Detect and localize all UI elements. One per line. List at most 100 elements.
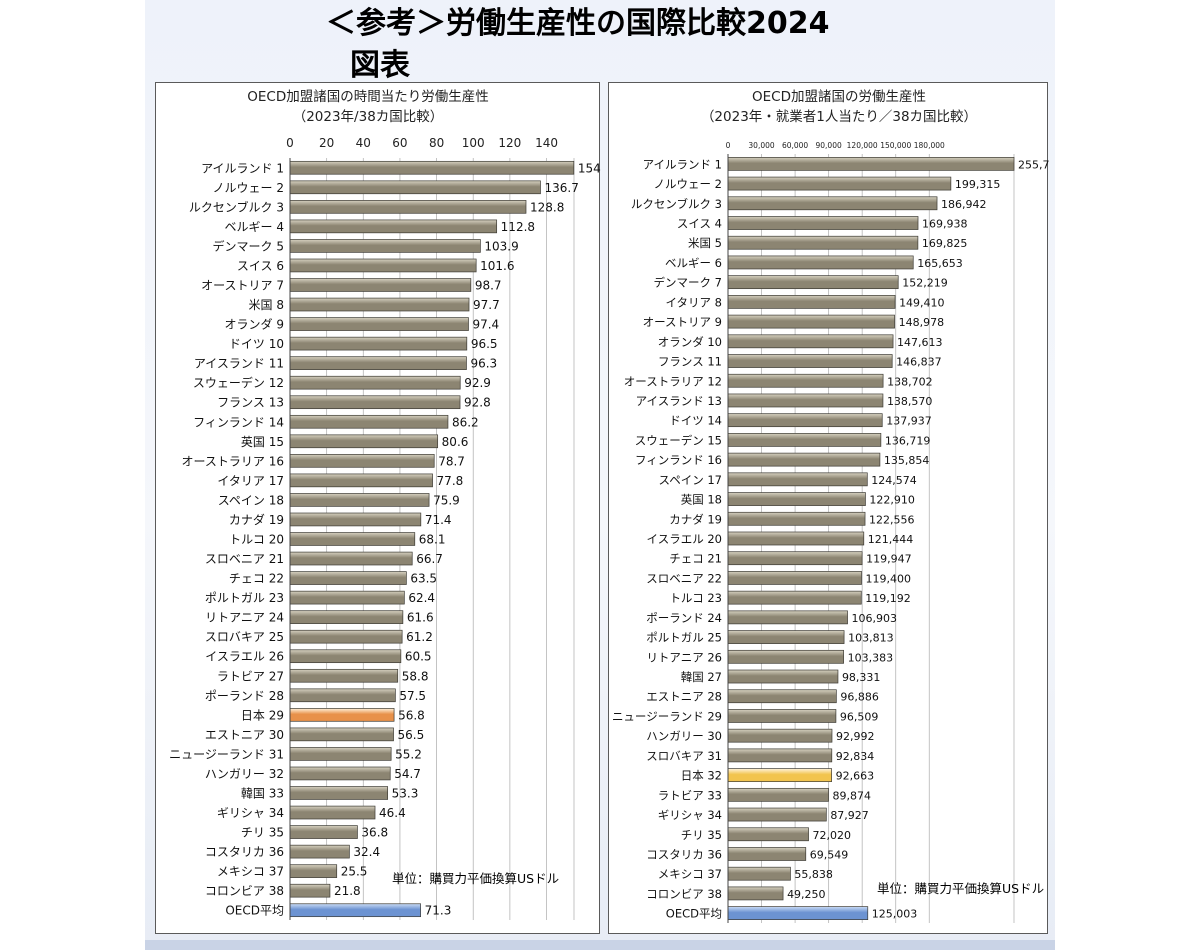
right-category-label: 日本 32 (681, 769, 722, 783)
left-category-label: リトアニア 24 (205, 611, 284, 625)
left-bar (289, 317, 469, 331)
right-bar (727, 886, 784, 901)
left-value-label: 62.4 (408, 591, 435, 605)
right-bar (727, 413, 883, 428)
right-bar (727, 906, 869, 920)
right-category-label: ベルギー 6 (665, 256, 722, 270)
left-bar (289, 864, 338, 878)
right-category-label: アイスランド 13 (636, 394, 722, 408)
right-category-label: ドイツ 14 (669, 414, 722, 428)
left-category-label: ドイツ 10 (229, 337, 284, 351)
right-tick-label: 0 (726, 141, 731, 150)
right-bar (727, 433, 882, 447)
right-bar (727, 452, 881, 467)
left-bar (289, 766, 391, 781)
right-value-label: 72,020 (813, 829, 852, 842)
right-value-label: 89,874 (832, 789, 871, 802)
right-value-label: 186,942 (941, 198, 987, 211)
right-bar (727, 295, 896, 309)
left-category-label: イタリア 17 (217, 474, 284, 488)
left-bar (289, 219, 498, 234)
left-bar (289, 336, 468, 351)
left-value-label: 21.8 (334, 884, 361, 898)
right-bar (727, 393, 884, 408)
left-tick-label: 40 (356, 136, 371, 150)
left-category-label: ラトビア 27 (217, 669, 284, 683)
left-value-label: 46.4 (379, 806, 406, 820)
right-value-label: 147,613 (897, 336, 943, 349)
left-value-label: 60.5 (405, 650, 432, 664)
right-chart-title: OECD加盟諸国の労働生産性 (752, 89, 926, 105)
left-value-label: 36.8 (361, 826, 388, 840)
left-category-label: アイスランド 11 (194, 357, 284, 371)
left-bar (289, 571, 407, 585)
left-bar (289, 473, 433, 488)
right-category-label: オランダ 10 (658, 335, 722, 349)
right-value-label: 255,780 (1018, 158, 1049, 171)
left-bar (289, 454, 435, 468)
left-category-label: 英国 15 (241, 435, 284, 449)
right-category-label: フランス 11 (658, 355, 722, 369)
left-value-label: 97.4 (472, 318, 499, 332)
right-category-label: ポルトガル 25 (646, 631, 722, 645)
right-value-label: 138,570 (887, 395, 933, 408)
left-chart-title: OECD加盟諸国の時間当たり労働生産性 (247, 89, 488, 105)
left-value-label: 63.5 (410, 572, 437, 586)
right-bar (727, 255, 914, 270)
left-bar (289, 180, 541, 195)
left-tick-label: 120 (498, 136, 521, 150)
right-value-label: 92,834 (836, 750, 875, 763)
right-value-label: 124,574 (871, 474, 917, 487)
right-category-label: ギリシャ 34 (658, 808, 722, 822)
left-category-label: トルコ 20 (229, 533, 284, 547)
right-category-label: スペイン 17 (659, 473, 722, 487)
per-worker-productivity-chart: OECD加盟諸国の労働生産性 （2023年・就業者1人当たり／38カ国比較） 0 30… (612, 89, 1049, 923)
left-bar (289, 903, 421, 918)
left-bar (289, 747, 392, 761)
right-category-label: 韓国 27 (681, 670, 722, 684)
left-value-label: 86.2 (452, 415, 479, 429)
left-value-label: 68.1 (419, 533, 446, 547)
right-value-label: 135,854 (884, 454, 930, 467)
left-value-label: 61.2 (406, 630, 433, 644)
right-bar (727, 847, 807, 861)
right-category-label: OECD平均 (666, 907, 722, 921)
left-category-label: エストニア 30 (205, 728, 284, 742)
left-value-label: 75.9 (433, 493, 460, 507)
left-category-label: ニュージーランド 31 (169, 747, 284, 761)
left-bar (289, 375, 461, 390)
right-tick-label: 180,000 (914, 141, 945, 150)
left-category-label: イスラエル 26 (205, 650, 284, 664)
left-category-label: ギリシャ 34 (217, 806, 284, 820)
left-tick-label: 140 (535, 136, 558, 150)
right-value-label: 138,702 (887, 375, 933, 388)
right-category-label: チェコ 21 (669, 552, 722, 566)
left-value-label: 56.8 (398, 708, 425, 722)
right-bar (727, 373, 884, 388)
right-value-label: 119,192 (865, 592, 911, 605)
left-bar (289, 727, 394, 742)
left-bar (289, 278, 472, 292)
right-category-label: カナダ 19 (669, 512, 722, 526)
left-value-label: 154.9 (578, 161, 601, 175)
right-value-label: 152,219 (902, 277, 948, 290)
left-tick-label: 100 (462, 136, 485, 150)
left-bar (289, 160, 575, 175)
right-value-label: 136,719 (885, 434, 931, 447)
left-category-label: ルクセンブルク 3 (189, 199, 284, 214)
left-category-label: OECD平均 (225, 904, 284, 918)
right-category-label: スウェーデン 15 (635, 433, 722, 447)
left-bar (289, 610, 404, 624)
right-value-label: 92,992 (836, 730, 875, 743)
left-bar (289, 786, 389, 800)
right-value-label: 119,947 (866, 553, 912, 566)
right-value-label: 121,444 (868, 533, 914, 546)
right-bar (727, 275, 899, 290)
left-category-label: メキシコ 37 (217, 865, 284, 879)
right-bar (727, 807, 827, 822)
left-bar (289, 493, 430, 507)
left-value-label: 55.2 (395, 747, 422, 761)
left-value-label: 128.8 (530, 200, 564, 214)
right-category-label: リトアニア 26 (646, 650, 722, 664)
left-bar (289, 414, 449, 429)
